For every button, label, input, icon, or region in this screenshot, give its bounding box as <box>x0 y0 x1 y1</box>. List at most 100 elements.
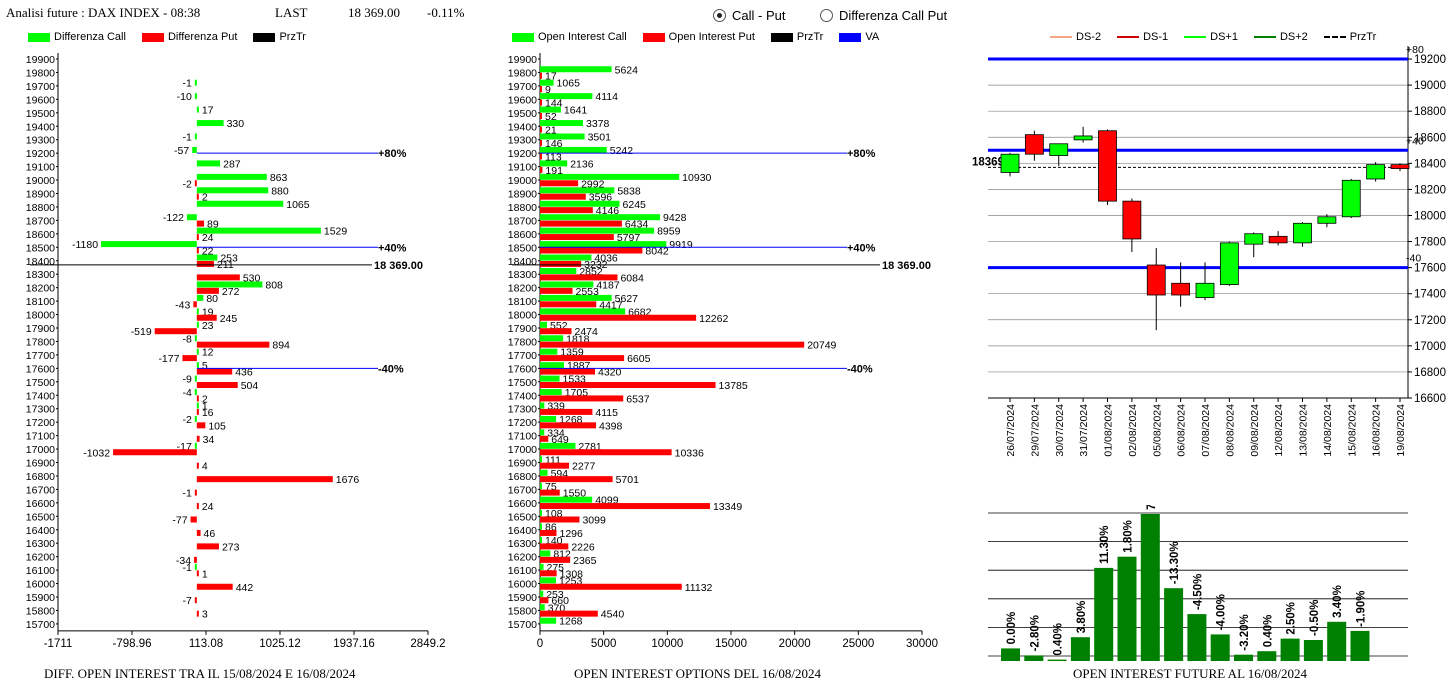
bar <box>540 72 542 79</box>
data-label: 649 <box>551 434 569 446</box>
data-label: 1641 <box>564 105 588 117</box>
bar <box>540 597 549 604</box>
strike-tick-label: 17600 <box>26 363 55 375</box>
bar <box>193 301 197 308</box>
data-label: 5 <box>202 360 208 372</box>
bar <box>540 133 585 140</box>
strike-tick-label: 19400 <box>26 121 55 133</box>
strike-tick-label: 18800 <box>508 202 537 214</box>
bar <box>540 556 571 563</box>
legend-label: Differenza Call <box>54 31 126 43</box>
data-label: 1268 <box>559 616 583 628</box>
data-label: -2.80% <box>1029 615 1041 651</box>
bar <box>540 120 584 127</box>
data-label: 863 <box>270 172 288 184</box>
data-label: 89 <box>207 219 219 231</box>
bar <box>540 321 548 328</box>
strike-tick-label: 16200 <box>508 552 537 564</box>
y-tick-label: 19000 <box>1414 80 1446 92</box>
candle-body <box>1024 134 1044 155</box>
date-tick-label: 06/08/2024 <box>1176 404 1188 457</box>
bar <box>540 335 564 342</box>
strike-tick-label: 18600 <box>26 229 55 241</box>
last-value: 18 369.00 <box>348 5 400 20</box>
bar <box>1164 588 1184 661</box>
bar <box>540 550 551 557</box>
data-label: 22 <box>202 246 214 258</box>
strike-tick-label: 19100 <box>508 162 537 174</box>
data-label: 105 <box>208 420 226 432</box>
data-label: 7.10% <box>1146 505 1158 510</box>
bar <box>196 193 199 200</box>
legend-diff: Differenza Call Differenza Put PrzTr <box>28 29 306 45</box>
radio-call-put[interactable]: Call - Put <box>713 8 785 23</box>
bar <box>540 146 607 153</box>
y-tick-label: 16600 <box>1414 393 1446 405</box>
y-tick-label: 18600 <box>1414 132 1446 144</box>
data-label: -1 <box>182 488 191 500</box>
data-label: 5242 <box>610 145 634 157</box>
bar <box>194 93 197 100</box>
strike-tick-label: 18400 <box>508 256 537 268</box>
data-label: 80 <box>206 293 218 305</box>
strike-tick-label: 19300 <box>26 135 55 147</box>
data-label: 5838 <box>617 185 641 197</box>
bar <box>540 429 545 436</box>
bar <box>194 415 197 422</box>
data-label: 3.80% <box>1076 601 1088 634</box>
radio-differenza[interactable]: Differenza Call Put <box>820 8 947 23</box>
data-label: 880 <box>271 185 289 197</box>
va-marker-label: +80% <box>378 148 407 160</box>
bar <box>1094 567 1114 661</box>
bar <box>540 570 557 577</box>
data-label: 5797 <box>617 232 641 244</box>
data-label: 2.50% <box>1286 602 1298 635</box>
strike-tick-label: 16600 <box>508 498 537 510</box>
data-label: 9919 <box>669 239 693 251</box>
bar <box>540 86 542 93</box>
strike-tick-label: 17400 <box>508 390 537 402</box>
bar <box>540 583 682 590</box>
data-label: 8042 <box>645 246 669 258</box>
data-label: 1529 <box>324 226 348 238</box>
bar <box>196 247 199 254</box>
bar <box>540 415 557 422</box>
bar <box>1070 637 1090 661</box>
data-label: 6084 <box>620 272 644 284</box>
bar <box>1187 614 1207 661</box>
bar <box>540 79 554 86</box>
candle-body <box>1390 164 1410 169</box>
data-label: 2474 <box>575 326 599 338</box>
bar <box>540 220 622 227</box>
bar <box>540 577 556 584</box>
strike-tick-label: 16900 <box>508 458 537 470</box>
data-label: 146 <box>545 138 563 150</box>
bar <box>194 556 197 563</box>
bar <box>540 382 716 388</box>
strike-tick-label: 17400 <box>26 390 55 402</box>
bar <box>1234 654 1253 661</box>
bar <box>540 543 569 550</box>
bar <box>186 214 197 221</box>
data-label: 253 <box>220 253 238 265</box>
x-tick-label: 30000 <box>906 638 938 650</box>
bar <box>192 146 197 153</box>
strike-tick-label: 16900 <box>26 458 55 470</box>
band-label: +80 <box>1406 44 1424 56</box>
bar <box>1140 514 1160 661</box>
va-marker-label: -40% <box>378 363 404 375</box>
bar <box>540 435 549 442</box>
data-label: 894 <box>272 340 290 352</box>
strike-tick-label: 15900 <box>26 592 55 604</box>
bar <box>196 321 199 328</box>
x-tick-label: 20000 <box>779 638 811 650</box>
bar <box>540 287 573 294</box>
bar <box>540 260 582 267</box>
bar <box>540 200 620 207</box>
data-label: 9 <box>545 84 551 96</box>
date-tick-label: 14/08/2024 <box>1322 404 1334 457</box>
legend-swatch-prztr <box>770 32 793 42</box>
strike-tick-label: 17800 <box>508 336 537 348</box>
bar <box>1303 640 1323 661</box>
data-label: -57 <box>174 145 189 157</box>
